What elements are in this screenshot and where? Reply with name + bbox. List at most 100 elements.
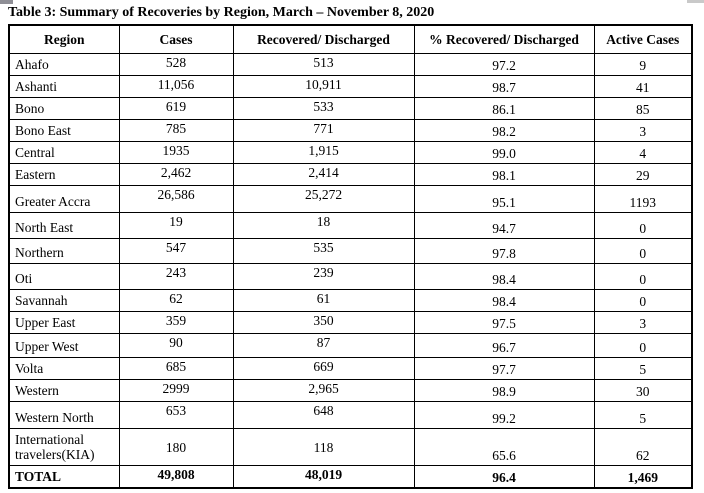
active-cases-cell: 5 <box>593 401 693 429</box>
cases-cell: 180 <box>118 428 234 466</box>
table-row: Volta 685 669 97.7 5 <box>8 357 693 380</box>
pct-recovered-cell: 99.2 <box>413 401 595 429</box>
active-cases-cell: 1,469 <box>593 465 693 488</box>
pct-recovered-cell: 95.1 <box>413 185 595 213</box>
recovered-cell: 513 <box>232 53 415 76</box>
region-cell: Bono <box>8 97 120 120</box>
table-body: Ahafo 528 513 97.2 9 Ashanti 11,056 10,9… <box>8 53 693 488</box>
header-recovered: Recovered/ Discharged <box>232 24 415 54</box>
cases-cell: 243 <box>118 263 234 290</box>
cases-cell: 2999 <box>118 379 234 402</box>
active-cases-cell: 30 <box>593 379 693 402</box>
cases-cell: 11,056 <box>118 75 234 98</box>
cases-cell: 62 <box>118 289 234 312</box>
region-cell: Volta <box>8 357 120 380</box>
cases-cell: 49,808 <box>118 465 234 488</box>
active-cases-cell: 41 <box>593 75 693 98</box>
pct-recovered-cell: 98.7 <box>413 75 595 98</box>
pct-recovered-cell: 98.4 <box>413 289 595 312</box>
table-row: Oti 243 239 98.4 0 <box>8 263 693 290</box>
cases-cell: 619 <box>118 97 234 120</box>
recovered-cell: 10,911 <box>232 75 415 98</box>
table-row: Upper East 359 350 97.5 3 <box>8 311 693 334</box>
cases-cell: 1935 <box>118 141 234 164</box>
table-row: Savannah 62 61 98.4 0 <box>8 289 693 312</box>
active-cases-cell: 0 <box>593 333 693 358</box>
table-row: Eastern 2,462 2,414 98.1 29 <box>8 163 693 186</box>
region-cell: Greater Accra <box>8 185 120 213</box>
table-header: Region Cases Recovered/ Discharged % Rec… <box>8 24 693 54</box>
active-cases-cell: 3 <box>593 311 693 334</box>
region-cell: Upper West <box>8 333 120 358</box>
table-row: Upper West 90 87 96.7 0 <box>8 333 693 358</box>
cases-cell: 528 <box>118 53 234 76</box>
recovered-cell: 669 <box>232 357 415 380</box>
pct-recovered-cell: 65.6 <box>413 428 595 466</box>
region-cell: Savannah <box>8 289 120 312</box>
recovered-cell: 2,965 <box>232 379 415 402</box>
recovered-cell: 118 <box>232 428 415 466</box>
active-cases-cell: 62 <box>593 428 693 466</box>
header-cases: Cases <box>118 24 234 54</box>
table-row: TOTAL 49,808 48,019 96.4 1,469 <box>8 465 693 488</box>
table-row: Greater Accra 26,586 25,272 95.1 1193 <box>8 185 693 213</box>
region-cell: North East <box>8 212 120 239</box>
region-cell: International travelers(KIA) <box>8 428 120 466</box>
cases-cell: 785 <box>118 119 234 142</box>
table-row: Western North 653 648 99.2 5 <box>8 401 693 429</box>
pct-recovered-cell: 86.1 <box>413 97 595 120</box>
region-cell: Western North <box>8 401 120 429</box>
active-cases-cell: 0 <box>593 263 693 290</box>
recovered-cell: 61 <box>232 289 415 312</box>
table-row: Ashanti 11,056 10,911 98.7 41 <box>8 75 693 98</box>
pct-recovered-cell: 99.0 <box>413 141 595 164</box>
active-cases-cell: 0 <box>593 238 693 264</box>
pct-recovered-cell: 97.5 <box>413 311 595 334</box>
table-row: Ahafo 528 513 97.2 9 <box>8 53 693 76</box>
active-cases-cell: 0 <box>593 289 693 312</box>
cases-cell: 547 <box>118 238 234 264</box>
recovered-cell: 239 <box>232 263 415 290</box>
recovered-cell: 1,915 <box>232 141 415 164</box>
table-row: International travelers(KIA) 180 118 65.… <box>8 428 693 466</box>
region-cell: Northern <box>8 238 120 264</box>
region-cell: Upper East <box>8 311 120 334</box>
pct-recovered-cell: 98.9 <box>413 379 595 402</box>
table-row: Bono 619 533 86.1 85 <box>8 97 693 120</box>
pct-recovered-cell: 98.1 <box>413 163 595 186</box>
header-region: Region <box>8 24 120 54</box>
recovered-cell: 25,272 <box>232 185 415 213</box>
active-cases-cell: 9 <box>593 53 693 76</box>
cases-cell: 653 <box>118 401 234 429</box>
pct-recovered-cell: 97.2 <box>413 53 595 76</box>
recovered-cell: 771 <box>232 119 415 142</box>
cases-cell: 19 <box>118 212 234 239</box>
table-row: Central 1935 1,915 99.0 4 <box>8 141 693 164</box>
cases-cell: 90 <box>118 333 234 358</box>
recoveries-by-region-table: Region Cases Recovered/ Discharged % Rec… <box>8 24 693 489</box>
region-cell: Ahafo <box>8 53 120 76</box>
active-cases-cell: 3 <box>593 119 693 142</box>
pct-recovered-cell: 98.4 <box>413 263 595 290</box>
scan-artifact-left <box>0 0 13 4</box>
pct-recovered-cell: 98.2 <box>413 119 595 142</box>
region-cell: Western <box>8 379 120 402</box>
region-cell: Central <box>8 141 120 164</box>
region-cell: TOTAL <box>8 465 120 488</box>
recovered-cell: 48,019 <box>232 465 415 488</box>
recovered-cell: 648 <box>232 401 415 429</box>
recovered-cell: 2,414 <box>232 163 415 186</box>
table-row: North East 19 18 94.7 0 <box>8 212 693 239</box>
region-cell: Ashanti <box>8 75 120 98</box>
table-row: Bono East 785 771 98.2 3 <box>8 119 693 142</box>
pct-recovered-cell: 96.4 <box>413 465 595 488</box>
header-row: Region Cases Recovered/ Discharged % Rec… <box>8 24 693 54</box>
active-cases-cell: 1193 <box>593 185 693 213</box>
recovered-cell: 18 <box>232 212 415 239</box>
region-cell: Bono East <box>8 119 120 142</box>
region-cell: Oti <box>8 263 120 290</box>
recovered-cell: 533 <box>232 97 415 120</box>
active-cases-cell: 29 <box>593 163 693 186</box>
pct-recovered-cell: 94.7 <box>413 212 595 239</box>
